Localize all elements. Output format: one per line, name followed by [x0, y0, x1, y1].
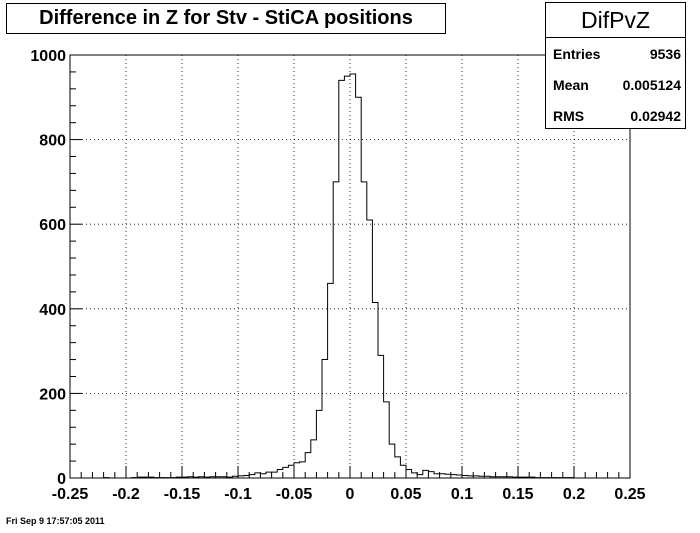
histogram-bin	[367, 220, 373, 478]
histogram-bin	[294, 463, 300, 478]
histogram-bin	[260, 474, 266, 478]
x-tick-labels: -0.25 -0.2 -0.15 -0.1 -0.05 0 0.05 0.1 0.15 0.2 0.…	[52, 486, 646, 503]
stats-box: DifPvZ Entries 9536 Mean 0.005124 RMS 0.…	[545, 2, 686, 129]
histogram-bin	[423, 470, 429, 478]
histogram-bin	[344, 76, 350, 478]
x-tick-label: 0.25	[614, 486, 645, 503]
x-tick-label: -0.05	[276, 486, 313, 503]
plot-title: Difference in Z for Stv - StiCA position…	[39, 7, 413, 29]
x-tick-label: 0.05	[390, 486, 421, 503]
histogram-bin	[440, 474, 446, 478]
y-tick-label: 200	[39, 386, 66, 403]
histogram-bin	[406, 470, 412, 478]
histogram-bin	[412, 473, 418, 478]
y-tick-label: 1000	[30, 48, 66, 65]
histogram-bin	[333, 182, 339, 478]
x-tick-label: -0.1	[224, 486, 252, 503]
histogram-bin	[272, 472, 278, 478]
x-tick-label: 0.15	[502, 486, 533, 503]
histogram-bin	[400, 465, 406, 478]
histogram-bin	[288, 465, 294, 478]
histogram-bin	[372, 302, 378, 478]
stats-mean-row: Mean 0.005124	[546, 69, 685, 100]
axis-ticks	[69, 54, 631, 479]
histogram-bin	[255, 473, 261, 478]
x-tick-label: -0.15	[164, 486, 201, 503]
histogram-bin	[305, 453, 311, 478]
histogram-bin	[434, 474, 440, 478]
histogram-bin	[339, 80, 345, 478]
histogram-bin	[328, 283, 334, 478]
entries-value: 9536	[649, 45, 681, 62]
histogram-bin	[300, 462, 306, 478]
entries-label: Entries	[553, 45, 601, 62]
histogram-bin	[277, 470, 283, 478]
plot-title-box: Difference in Z for Stv - StiCA position…	[6, 3, 446, 34]
histogram-name: DifPvZ	[546, 3, 685, 38]
stats-rms-row: RMS 0.02942	[546, 100, 685, 131]
histogram-bin	[249, 475, 255, 478]
y-tick-label: 400	[39, 302, 66, 319]
mean-label: Mean	[553, 76, 589, 93]
timestamp-footer: Fri Sep 9 17:57:05 2011	[6, 516, 105, 526]
histogram-outline	[70, 73, 630, 479]
x-tick-label: -0.2	[112, 486, 140, 503]
histogram-bin	[378, 355, 384, 478]
histogram-bin	[350, 74, 356, 478]
x-tick-label: 0	[346, 486, 355, 503]
histogram-bin	[266, 472, 272, 478]
histogram-bin	[316, 410, 322, 478]
histogram-bin	[283, 467, 289, 478]
histogram-bin	[389, 444, 395, 478]
histogram-bin	[384, 402, 390, 478]
histogram-bin	[395, 457, 401, 478]
x-tick-label: -0.25	[52, 486, 89, 503]
histogram-bin	[451, 475, 457, 478]
x-tick-label: 0.1	[451, 486, 473, 503]
rms-label: RMS	[553, 107, 585, 124]
histogram-bin	[322, 360, 328, 478]
histogram-bin	[445, 474, 451, 478]
rms-value: 0.02942	[630, 107, 681, 124]
y-tick-label: 800	[39, 133, 66, 150]
histogram-bin	[428, 472, 434, 478]
y-tick-labels: 0 200 400 600 800 1000	[30, 48, 66, 488]
y-tick-label: 600	[39, 217, 66, 234]
histogram-bin	[356, 97, 362, 478]
mean-value: 0.005124	[622, 76, 681, 93]
histogram-bin	[311, 440, 317, 478]
histogram-bin	[417, 475, 423, 478]
x-tick-label: 0.2	[563, 486, 585, 503]
histogram-bin	[361, 182, 367, 478]
y-tick-label: 0	[57, 471, 66, 488]
stats-entries-row: Entries 9536	[546, 38, 685, 69]
